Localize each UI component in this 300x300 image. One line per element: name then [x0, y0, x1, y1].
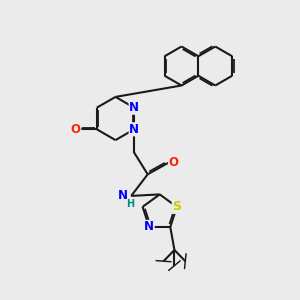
- Text: H: H: [126, 199, 134, 209]
- Text: N: N: [118, 189, 128, 203]
- Text: N: N: [144, 220, 154, 233]
- Text: O: O: [169, 156, 178, 170]
- Text: O: O: [71, 123, 81, 136]
- Text: S: S: [172, 200, 181, 213]
- Text: N: N: [129, 123, 139, 136]
- Text: N: N: [129, 101, 139, 114]
